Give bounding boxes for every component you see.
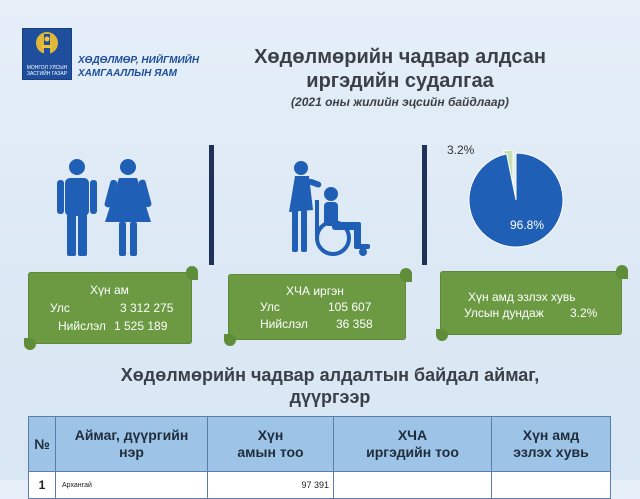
disabled-title: ХЧА иргэн <box>286 284 344 298</box>
population-title: Хүн ам <box>90 283 129 297</box>
table-header-row: № Аймаг, дүүргийн нэр Хүн амын тоо ХЧА иргэ… <box>28 416 611 472</box>
page-title-line-1: Хөдөлмөрийн чадвар алдсан <box>254 46 546 68</box>
population-box: Хүн ам Улс 3 312 275 Нийслэл 1 525 189 <box>24 266 198 350</box>
row-disabled-count <box>333 471 492 499</box>
population-capital-label: Нийслэл <box>58 319 106 333</box>
section-title: Хөдөлмөрийн чадвар алдалтын байдал аймаг… <box>60 364 600 408</box>
man-woman-icon <box>57 159 152 256</box>
section-title-line-1: Хөдөлмөрийн чадвар алдалтын байдал аймаг… <box>120 365 540 385</box>
share-average-value: 3.2% <box>570 306 598 320</box>
share-average-label: Улсын дундаж <box>464 306 544 320</box>
col-header-region-line-1: Аймаг, дүүргийн <box>74 427 189 443</box>
divider-right <box>422 145 427 265</box>
disabled-country-label: Улс <box>260 300 280 314</box>
col-header-disabled-line-2: иргэдийн тоо <box>366 444 459 460</box>
col-header-share-line-2: эзлэх хувь <box>513 444 589 460</box>
table-row: 1 Архангай 97 391 <box>28 471 611 499</box>
row-region-name: Архангай <box>55 471 208 499</box>
soyombo-emblem-icon <box>36 32 58 54</box>
wheelchair-caregiver-icon <box>289 161 370 256</box>
share-pie-chart <box>468 150 564 248</box>
col-header-population-line-1: Хүн <box>257 427 284 443</box>
col-header-population: Хүн амын тоо <box>207 416 334 472</box>
ministry-line-2: ХАМГААЛЛЫН ЯАМ <box>78 68 177 79</box>
section-title-line-2: дүүргээр <box>289 387 371 407</box>
population-country-label: Улс <box>50 301 70 315</box>
ministry-name: ХӨДӨЛМӨР, НИЙГМИЙН ХАМГААЛЛЫН ЯАМ <box>78 54 199 80</box>
page-title: Хөдөлмөрийн чадвар алдсан иргэдийн судал… <box>220 45 580 93</box>
row-share <box>491 471 611 499</box>
disabled-capital-value: 36 358 <box>336 317 373 331</box>
population-share-box: Хүн амд эзлэх хувь Улсын дундаж 3.2% <box>436 265 628 341</box>
pie-slice <box>468 152 564 248</box>
col-header-number: № <box>28 416 56 472</box>
disabled-capital-label: Нийслэл <box>260 317 308 331</box>
divider-left <box>209 145 214 265</box>
row-population: 97 391 <box>207 471 334 499</box>
col-header-region: Аймаг, дүүргийн нэр <box>55 416 208 472</box>
col-header-region-line-2: нэр <box>119 444 144 460</box>
pie-label-large-slice: 96.8% <box>510 218 545 232</box>
logo-caption: МОНГОЛ УЛСЫН ЗАСГИЙН ГАЗАР <box>26 65 68 77</box>
page-subtitle: (2021 оны жилийн эцсийн байдлаар) <box>291 95 509 109</box>
disabled-country-value: 105 607 <box>328 300 372 314</box>
population-country-value: 3 312 275 <box>120 301 174 315</box>
col-header-disabled-line-1: ХЧА <box>397 427 428 443</box>
disabled-citizens-box: ХЧА иргэн Улс 105 607 Нийслэл 36 358 <box>224 268 412 346</box>
col-header-share: Хүн амд эзлэх хувь <box>491 416 611 472</box>
page-title-line-2: иргэдийн судалгаа <box>306 70 494 92</box>
col-header-share-line-1: Хүн амд <box>522 427 580 443</box>
col-header-population-line-2: амын тоо <box>237 444 304 460</box>
government-logo: МОНГОЛ УЛСЫН ЗАСГИЙН ГАЗАР <box>22 28 72 80</box>
region-table: № Аймаг, дүүргийн нэр Хүн амын тоо ХЧА иргэ… <box>28 416 611 499</box>
share-line-1: Хүн амд эзлэх хувь <box>468 290 576 304</box>
col-header-number-text: № <box>34 435 50 452</box>
pie-label-small-slice: 3.2% <box>447 143 475 157</box>
row-number: 1 <box>28 471 56 499</box>
ministry-line-1: ХӨДӨЛМӨР, НИЙГМИЙН <box>78 55 200 66</box>
col-header-disabled: ХЧА иргэдийн тоо <box>333 416 492 472</box>
population-capital-value: 1 525 189 <box>114 319 168 333</box>
